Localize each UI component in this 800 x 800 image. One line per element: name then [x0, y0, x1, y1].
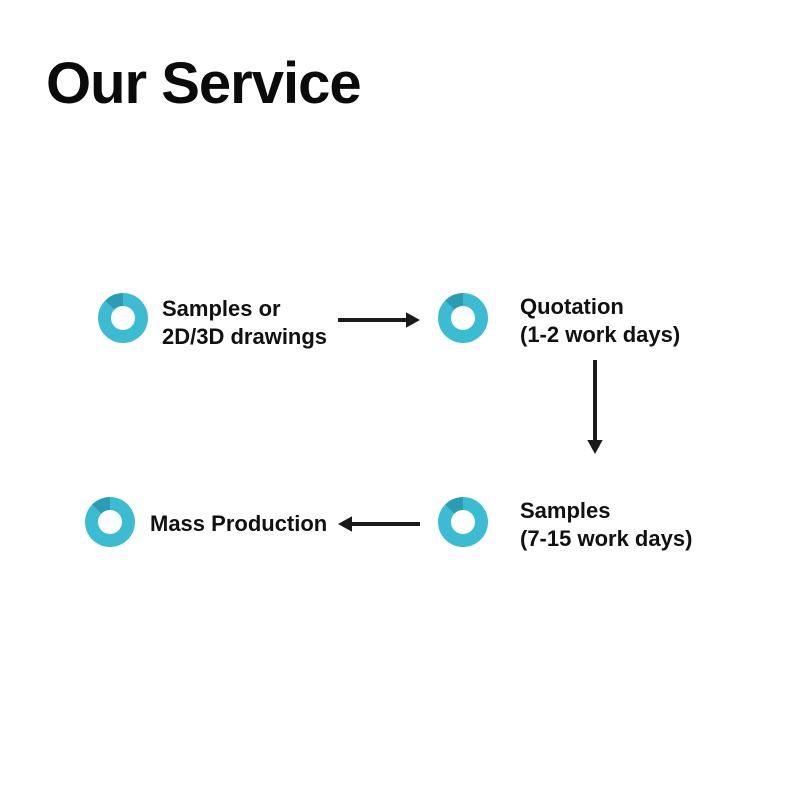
arrow-a34 — [0, 0, 800, 800]
diagram-canvas: Our Service Samples or 2D/3D drawingsQuo… — [0, 0, 800, 800]
